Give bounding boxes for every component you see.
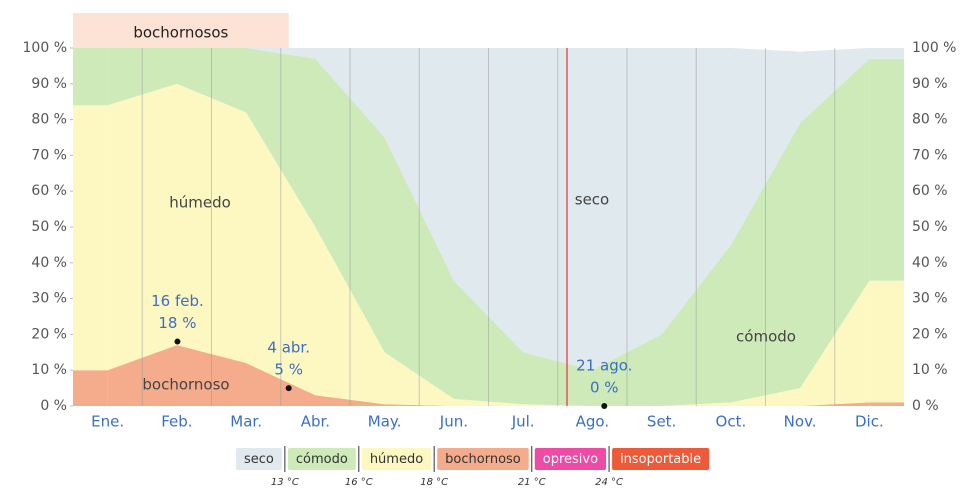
area: [107, 83, 870, 407]
y-tick-label: 30 %: [31, 291, 67, 307]
highlight-label: bochornosos: [133, 24, 228, 42]
x-tick-label: Dic.: [855, 413, 884, 431]
legend-label: bochornoso: [445, 452, 521, 467]
area-edge: [73, 370, 108, 406]
y-tick-label: 20 %: [31, 326, 67, 342]
area-label: bochornoso: [142, 376, 229, 394]
legend-threshold: 13 °C: [271, 477, 299, 488]
y2-tick-label: 80 %: [912, 112, 948, 128]
area-label: húmedo: [169, 194, 231, 212]
annotation-date: 16 feb.: [151, 292, 204, 310]
legend-threshold: 18 °C: [420, 477, 448, 488]
y2-tick-label: 60 %: [912, 183, 948, 199]
x-tick-label: Mar.: [230, 413, 262, 431]
legend-swatch: [612, 448, 710, 470]
legend-label: seco: [244, 452, 274, 467]
area: [107, 48, 870, 406]
annotation-value: 0 %: [590, 379, 619, 397]
y2-tick-label: 0 %: [912, 398, 939, 414]
x-tick-label: Jun.: [439, 413, 468, 431]
area-edge: [73, 48, 108, 106]
annotation-point: [285, 385, 292, 392]
annotation-date: 4 abr.: [267, 339, 310, 357]
legend-swatch: [236, 448, 282, 470]
area-edge: [869, 402, 904, 406]
x-tick-label: Ene.: [91, 413, 124, 431]
x-tick-label: Set.: [647, 413, 676, 431]
y2-tick-label: 40 %: [912, 255, 948, 271]
area-label: seco: [575, 191, 609, 209]
y2-tick-label: 100 %: [912, 40, 956, 56]
highlight-band: [73, 13, 289, 48]
legend-swatch: [534, 448, 607, 470]
y-tick-label: 90 %: [31, 76, 67, 92]
y-tick-label: 40 %: [31, 255, 67, 271]
area-edge: [869, 48, 904, 59]
x-tick-label: Oct.: [716, 413, 747, 431]
legend-label: insoportable: [620, 452, 701, 467]
y2-tick-label: 90 %: [912, 76, 948, 92]
legend-threshold: 24 °C: [595, 477, 623, 488]
annotation-value: 18 %: [158, 314, 196, 332]
x-tick-label: Feb.: [161, 413, 192, 431]
y-tick-label: 0 %: [40, 398, 67, 414]
y2-tick-label: 30 %: [912, 291, 948, 307]
legend-swatch: [287, 448, 356, 470]
area-edge: [869, 280, 904, 403]
x-tick-label: Abr.: [301, 413, 330, 431]
area: [107, 345, 870, 406]
area-edge: [869, 58, 904, 281]
legend-label: húmedo: [370, 452, 423, 467]
overlay: húmedo seco cómodo bochornoso 16 feb. 18 % 4 a…: [141, 48, 836, 409]
y-tick-label: 10 %: [31, 362, 67, 378]
legend-swatch: [437, 448, 529, 470]
legend-threshold: 21 °C: [518, 477, 546, 488]
area-label: cómodo: [736, 328, 796, 346]
annotation-point: [601, 403, 608, 409]
y-tick-label: 60 %: [31, 183, 67, 199]
y2-tick-label: 10 %: [912, 362, 948, 378]
x-tick-label: May.: [368, 413, 402, 431]
legend-label: opresivo: [543, 452, 598, 467]
area-edge: [73, 105, 108, 371]
x-tick-label: Jul.: [511, 413, 535, 431]
y-tick-label: 80 %: [31, 112, 67, 128]
annotation-value: 5 %: [274, 361, 303, 379]
legend-swatch: [361, 448, 432, 470]
legend-threshold: 16 °C: [345, 477, 373, 488]
annotation-point: [174, 338, 181, 345]
annotation-date: 21 ago.: [576, 357, 632, 375]
y2-tick-label: 70 %: [912, 147, 948, 163]
y-tick-label: 100 %: [23, 40, 67, 56]
y-tick-label: 50 %: [31, 219, 67, 235]
legend-label: cómodo: [296, 452, 348, 467]
x-tick-label: Ago.: [576, 413, 609, 431]
y2-tick-label: 50 %: [912, 219, 948, 235]
x-tick-label: Nov.: [784, 413, 817, 431]
y2-tick-label: 20 %: [912, 326, 948, 342]
y-tick-label: 70 %: [31, 147, 67, 163]
